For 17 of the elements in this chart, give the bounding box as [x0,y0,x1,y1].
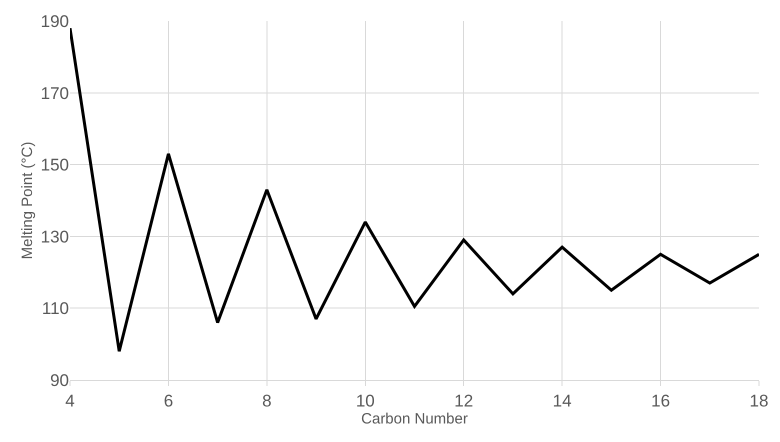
y-tick-label: 170 [40,84,69,103]
y-tick-label: 150 [40,156,69,175]
x-tick-label: 8 [262,391,272,410]
x-tick-label: 6 [164,391,174,410]
x-tick-label: 14 [552,391,572,410]
y-tick-label: 190 [40,12,69,31]
x-tick-label: 4 [65,391,75,410]
x-axis-title: Carbon Number [361,410,468,428]
y-tick-label: 130 [40,227,69,246]
x-tick-label: 10 [356,391,375,410]
x-tick-label: 18 [750,391,768,410]
x-tick-label: 12 [454,391,474,410]
y-tick-label: 90 [50,370,69,390]
y-axis-title: Melting Point (°C) [18,142,36,260]
x-tick-label: 16 [651,391,670,410]
line-series [70,26,759,353]
y-tick-label: 110 [42,299,69,318]
